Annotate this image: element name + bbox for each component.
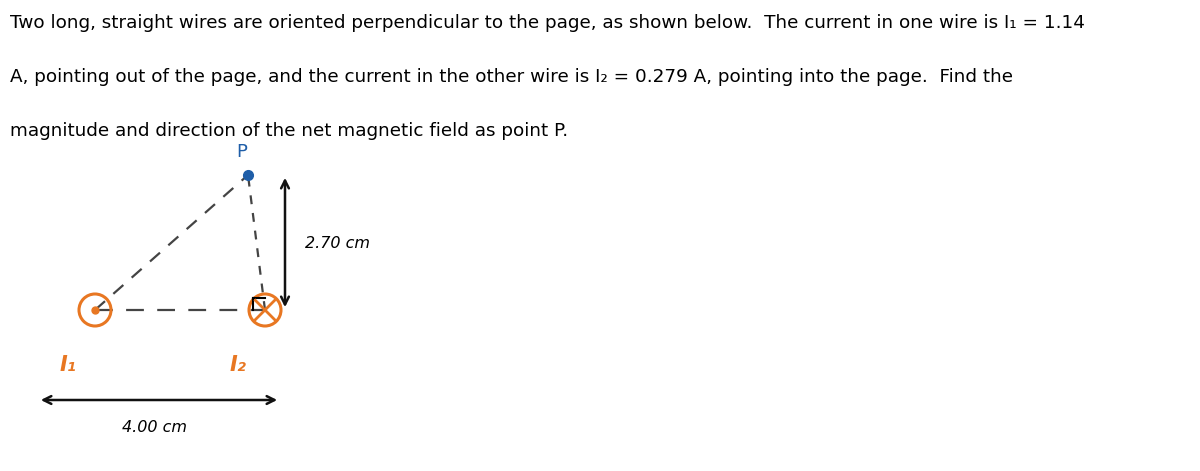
Text: I₂: I₂ bbox=[229, 355, 246, 375]
Text: Two long, straight wires are oriented perpendicular to the page, as shown below.: Two long, straight wires are oriented pe… bbox=[10, 14, 1085, 32]
Text: magnitude and direction of the net magnetic field as point P.: magnitude and direction of the net magne… bbox=[10, 122, 568, 140]
Text: A, pointing out of the page, and the current in the other wire is I₂ = 0.279 A, : A, pointing out of the page, and the cur… bbox=[10, 68, 1013, 86]
Text: I₁: I₁ bbox=[60, 355, 77, 375]
Text: P: P bbox=[236, 143, 247, 161]
Text: 4.00 cm: 4.00 cm bbox=[122, 420, 187, 435]
Text: 2.70 cm: 2.70 cm bbox=[305, 236, 370, 251]
